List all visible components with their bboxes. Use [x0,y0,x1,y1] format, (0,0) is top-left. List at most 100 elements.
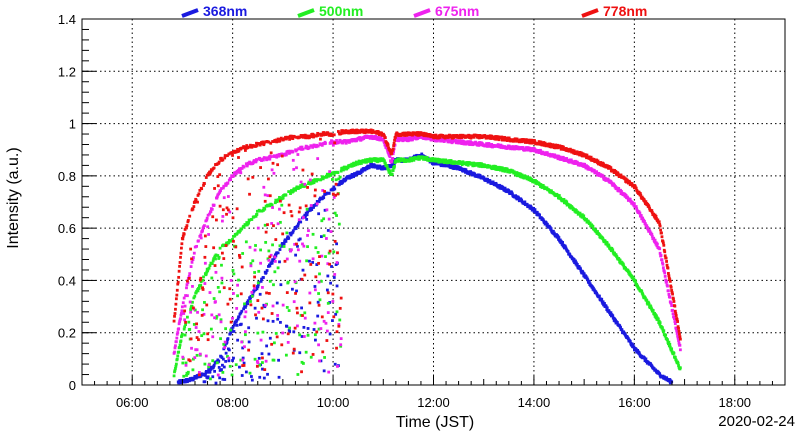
data-point [553,153,557,157]
data-point [296,311,299,315]
data-point [284,193,288,197]
data-point [270,168,274,172]
data-point [269,141,273,145]
data-point [306,333,310,337]
data-point [442,161,446,165]
data-point [258,363,262,367]
data-point [312,181,316,185]
data-point [295,242,298,246]
data-point [650,209,654,212]
data-point [230,151,234,154]
data-point [263,368,267,372]
data-point [563,159,567,162]
data-point [181,237,185,241]
data-point [412,158,416,162]
data-point [320,235,323,239]
data-point [227,356,231,360]
data-point [334,178,338,182]
data-point [327,251,331,255]
data-point [270,261,274,265]
data-point [337,222,341,226]
data-point [650,211,654,214]
data-point [335,330,339,334]
data-point [538,213,541,217]
data-point [335,284,339,288]
data-point [228,332,232,336]
data-point [174,302,178,306]
data-point [673,355,677,359]
data-point [663,271,667,275]
data-point [193,294,197,298]
x-tick-label: 14:00 [518,395,551,410]
data-point [222,257,226,260]
data-point [539,140,543,144]
data-point [662,243,666,247]
data-point [218,204,222,208]
data-point [263,199,267,203]
data-point [289,192,292,195]
data-point [312,205,315,209]
data-point [262,276,265,279]
data-point [575,150,579,154]
data-point [210,313,214,317]
data-point [611,248,615,252]
data-point [539,183,543,186]
data-point [241,346,245,350]
data-point [499,168,502,172]
data-point [304,184,308,188]
data-point [216,286,220,289]
data-point [271,161,275,165]
data-point [175,288,179,292]
data-point [671,292,674,296]
data-point [673,309,677,313]
data-point [178,343,182,347]
data-point [670,289,674,292]
data-point [200,334,204,338]
data-point [196,310,199,314]
data-point [678,335,682,339]
data-point [503,169,507,173]
data-point [274,138,278,142]
data-point [250,375,253,378]
data-point [368,164,372,168]
data-point [328,249,332,253]
data-point [175,332,179,336]
data-point [255,287,259,291]
data-point [614,318,617,322]
data-point [331,192,335,196]
data-point [175,293,179,297]
data-point [313,194,317,198]
data-point [232,356,235,360]
data-point [448,161,452,165]
data-point [383,134,386,138]
data-point [317,200,321,204]
data-point [533,208,537,211]
data-point [218,376,222,380]
data-point [253,306,257,310]
data-point [609,311,613,315]
data-point [308,182,312,186]
data-point [298,351,302,355]
series-500nm [172,155,682,381]
data-point [678,337,682,341]
data-point [535,210,539,214]
data-point [284,153,288,157]
data-point [221,186,225,190]
data-point [282,242,286,246]
data-point [677,341,681,345]
data-point [299,134,303,137]
data-point [175,336,179,340]
data-point [244,304,248,307]
data-point [264,359,268,363]
data-point [182,374,186,378]
data-point [247,348,251,352]
data-point [337,177,341,181]
data-point [624,194,628,197]
data-point [316,131,320,135]
data-point [294,135,298,139]
data-point [255,209,259,213]
data-point [238,365,241,369]
data-point [291,230,295,234]
data-point [291,137,295,141]
data-point [173,350,176,354]
